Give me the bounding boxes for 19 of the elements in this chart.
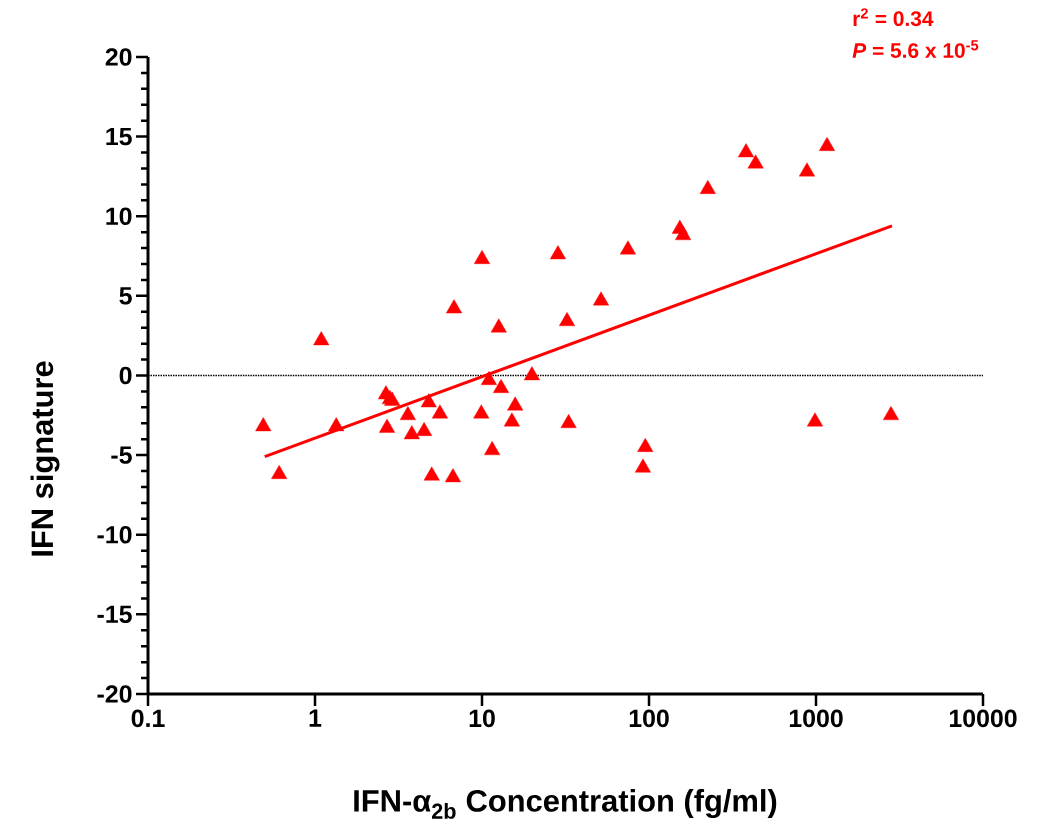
x-axis-title: IFN-α$_{2b}$ Concentration (fg/ml) <box>354 789 777 819</box>
y-tick-label: -5 <box>111 446 132 464</box>
x-tick-label: 1000 <box>789 709 843 728</box>
y-tick-label: 15 <box>106 127 132 146</box>
y-tick-label: 0 <box>119 366 132 385</box>
y-tick-label: -20 <box>97 685 132 703</box>
y-tick-label: 10 <box>106 207 132 226</box>
x-tick-label: 10 <box>469 709 495 728</box>
y-tick-label: -15 <box>97 605 132 624</box>
text: r$^{2}$ = 0.34 <box>853 8 934 27</box>
x-tick-label: 10000 <box>949 709 1017 728</box>
x-tick-label: 0.1 <box>131 709 165 728</box>
y-tick-label: 20 <box>105 48 132 66</box>
y-tick-label: 5 <box>119 287 132 305</box>
y-axis-title: IFN signature <box>30 361 60 556</box>
x-tick-label: 100 <box>629 709 669 728</box>
x-tick-label: 1 <box>309 709 322 727</box>
y-tick-label: -10 <box>97 525 132 544</box>
annotation: P = 5.6 x 10$^{-5}$ <box>852 40 979 58</box>
